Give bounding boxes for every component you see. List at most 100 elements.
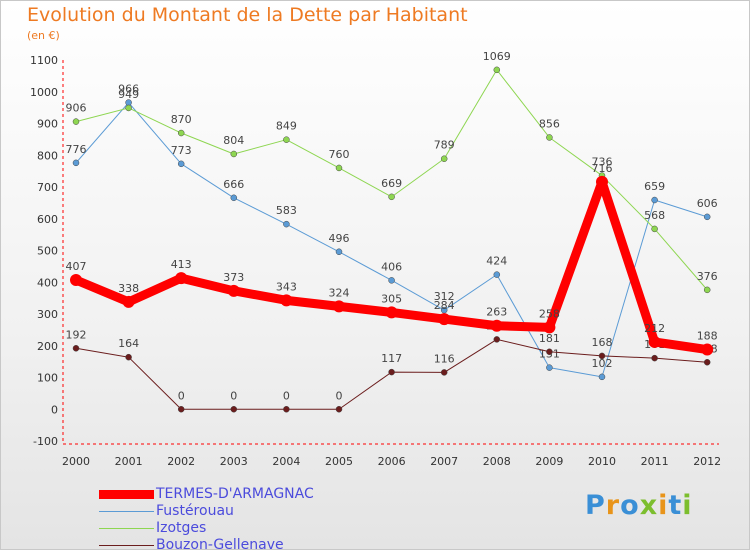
data-point <box>335 164 343 172</box>
legend-swatch <box>99 511 154 512</box>
data-label: 407 <box>66 260 87 273</box>
data-point <box>493 66 501 74</box>
data-label: 324 <box>329 286 350 299</box>
data-point <box>703 213 711 221</box>
data-point <box>701 343 714 356</box>
x-tick-label: 2003 <box>220 455 248 468</box>
data-point <box>385 306 398 319</box>
x-tick-label: 2002 <box>167 455 195 468</box>
data-label: 736 <box>592 156 613 169</box>
logo-letter: P <box>585 490 606 521</box>
data-point <box>546 348 553 356</box>
data-label: 669 <box>381 177 402 190</box>
data-label: 949 <box>118 88 139 101</box>
x-tick-label: 2006 <box>378 455 406 468</box>
data-label: 164 <box>118 337 139 350</box>
data-label: 716 <box>592 162 613 175</box>
data-label: 373 <box>223 271 244 284</box>
data-point <box>440 369 448 376</box>
x-tick-label: 2009 <box>535 455 563 468</box>
data-label: 659 <box>644 180 665 193</box>
data-point <box>546 364 553 371</box>
logo-letter: i <box>682 490 693 521</box>
data-point <box>177 160 185 168</box>
data-point <box>490 319 503 332</box>
data-point <box>72 159 80 167</box>
data-point <box>125 353 132 361</box>
data-point <box>125 104 132 112</box>
data-label: 117 <box>381 352 402 365</box>
x-tick-label: 2005 <box>325 455 353 468</box>
data-label: 312 <box>434 290 455 303</box>
data-label: 0 <box>283 389 290 402</box>
logo-letter: t <box>668 490 683 521</box>
y-tick-label: 1000 <box>30 86 58 99</box>
x-tick-label: 2007 <box>430 455 458 468</box>
data-label: 568 <box>644 209 665 222</box>
data-point <box>651 354 658 362</box>
y-tick-label: 600 <box>37 213 58 226</box>
legend-swatch <box>99 545 154 546</box>
data-label: 583 <box>276 204 297 217</box>
data-label: 773 <box>171 144 192 157</box>
data-label: 284 <box>434 299 455 312</box>
data-label: 0 <box>178 389 185 402</box>
data-label: 906 <box>66 102 87 115</box>
data-label: 168 <box>592 336 613 349</box>
y-tick-label: 300 <box>37 308 58 321</box>
logo-letter: x <box>639 490 659 521</box>
data-label: 870 <box>171 113 192 126</box>
chart-subtitle: (en €) <box>27 29 60 42</box>
legend-label: Fustérouau <box>156 503 234 519</box>
data-point <box>598 352 606 360</box>
data-point <box>388 193 395 201</box>
legend-swatch <box>99 490 154 499</box>
y-tick-label: 1100 <box>30 54 58 67</box>
data-point <box>703 359 711 366</box>
data-point <box>227 284 240 297</box>
y-tick-label: 200 <box>37 340 58 353</box>
data-point <box>333 300 345 313</box>
data-point <box>440 155 448 162</box>
data-label: 258 <box>539 307 560 320</box>
logo-letter: o <box>620 490 640 521</box>
y-tick-label: 700 <box>37 181 58 194</box>
data-point <box>596 175 608 188</box>
data-label: 263 <box>486 306 507 319</box>
data-label: 966 <box>118 83 139 96</box>
data-label: 424 <box>486 255 507 268</box>
data-point <box>546 134 553 141</box>
data-point <box>72 118 80 125</box>
data-point <box>177 406 185 413</box>
legend-label: Bouzon-Gellenave <box>156 537 284 553</box>
chart-title: Evolution du Montant de la Dette par Hab… <box>27 4 468 26</box>
data-label: 181 <box>539 332 560 345</box>
x-tick-label: 2008 <box>483 455 511 468</box>
data-point <box>230 150 238 158</box>
data-point <box>283 406 290 413</box>
y-tick-label: 900 <box>37 118 58 131</box>
data-point <box>388 277 395 284</box>
data-point <box>438 313 451 326</box>
data-label: 413 <box>171 258 192 271</box>
y-tick-label: 400 <box>37 276 58 289</box>
logo-letter: i <box>658 490 669 521</box>
data-label: 0 <box>230 389 237 402</box>
data-point <box>230 406 238 413</box>
legend-swatch <box>99 528 154 529</box>
y-tick-label: 0 <box>51 403 58 416</box>
data-label: 305 <box>381 292 402 305</box>
data-label: 0 <box>336 389 343 402</box>
data-point <box>648 335 661 348</box>
data-label: 496 <box>329 232 350 245</box>
data-point <box>283 220 290 228</box>
data-label: 1069 <box>483 50 511 63</box>
data-point <box>493 336 501 343</box>
data-label: 666 <box>223 178 244 191</box>
data-point <box>651 225 658 233</box>
data-label: 804 <box>223 134 244 147</box>
data-label: 849 <box>276 120 297 133</box>
data-label: 406 <box>381 260 402 273</box>
legend-label: TERMES-D'ARMAGNAC <box>156 486 314 502</box>
data-point <box>280 294 293 307</box>
